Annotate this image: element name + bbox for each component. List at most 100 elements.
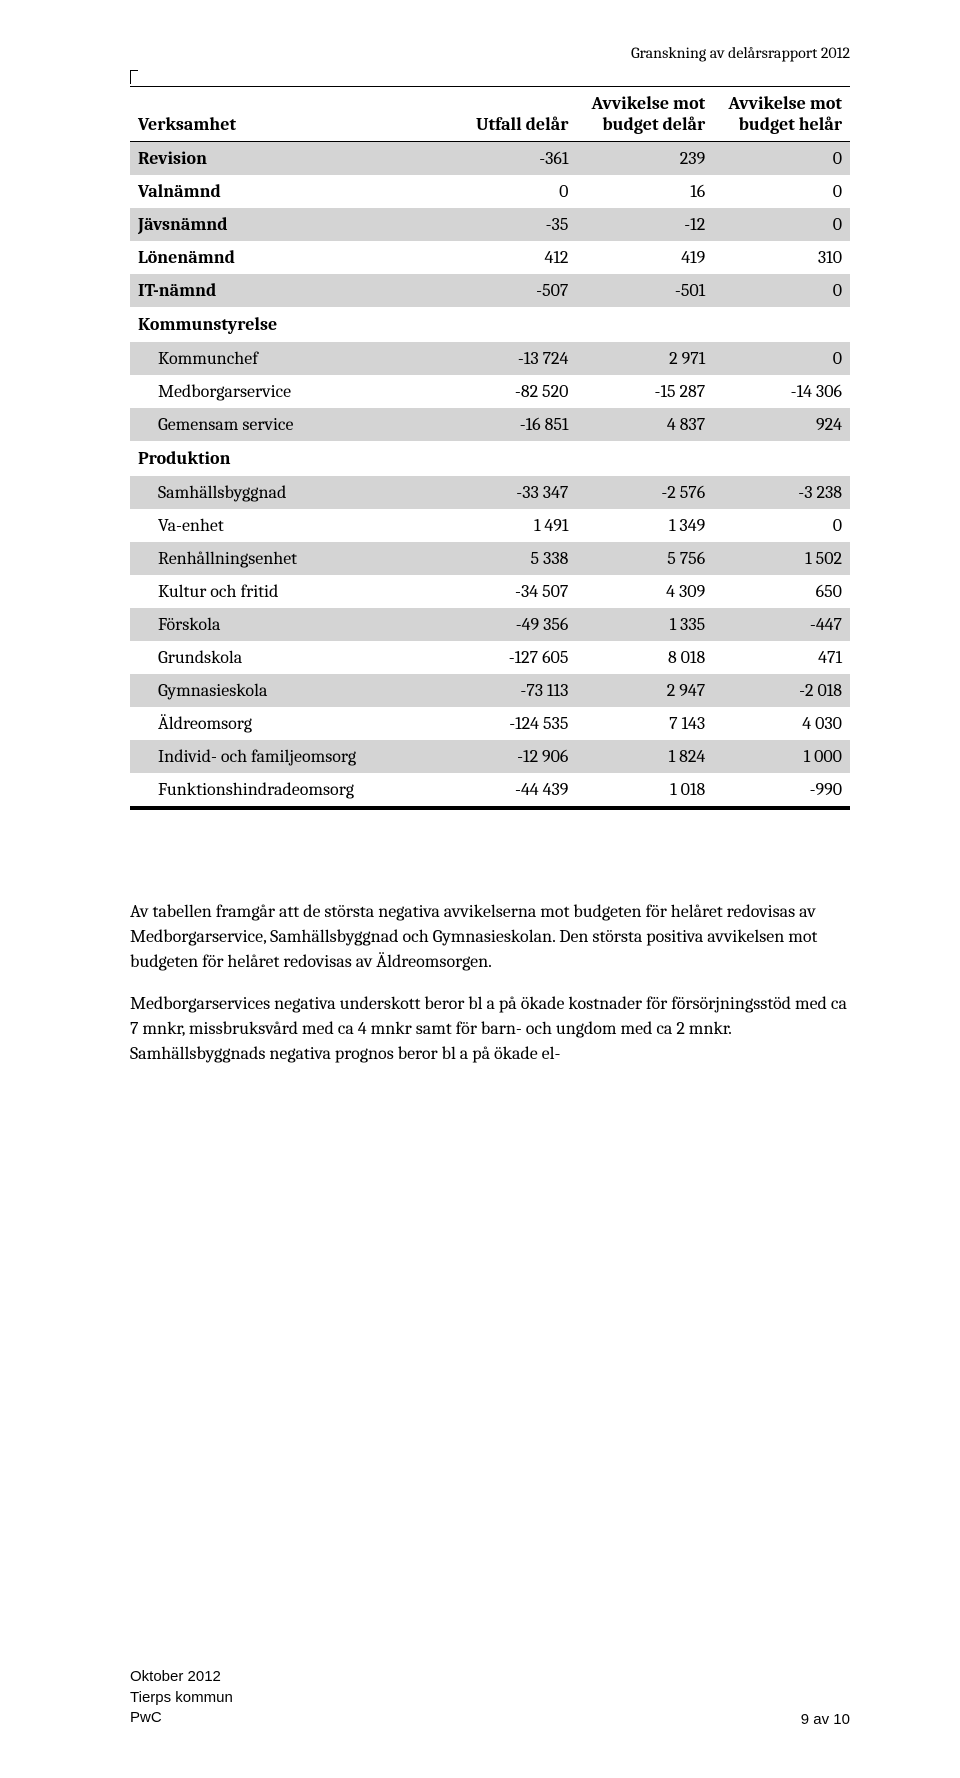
row-value: 1 018: [576, 773, 713, 808]
row-value: 412: [447, 241, 577, 274]
row-label: Individ- och familjeomsorg: [130, 740, 447, 773]
row-label: Va-enhet: [130, 509, 447, 542]
paragraph-2: Medborgarservices negativa underskott be…: [130, 992, 850, 1066]
row-label: Kommunstyrelse: [130, 307, 447, 342]
row-label: Gemensam service: [130, 408, 447, 441]
col-avvikelse-delar: Avvikelse mot budget delår: [576, 87, 713, 142]
table-row: Samhällsbyggnad -33 347 -2 576 -3 238: [130, 476, 850, 509]
row-value: -82 520: [447, 375, 577, 408]
financial-table: Verksamhet Utfall delår Avvikelse mot bu…: [130, 86, 850, 810]
table-header-row: Verksamhet Utfall delår Avvikelse mot bu…: [130, 87, 850, 142]
row-label: Samhällsbyggnad: [130, 476, 447, 509]
row-value: 1 000: [713, 740, 850, 773]
table-row: Valnämnd 0 16 0: [130, 175, 850, 208]
row-label: Medborgarservice: [130, 375, 447, 408]
row-value: 239: [576, 142, 713, 176]
footer-kommun: Tierps kommun: [130, 1688, 233, 1708]
row-label: Kommunchef: [130, 342, 447, 375]
table-row: Grundskola -127 605 8 018 471: [130, 641, 850, 674]
row-label: Grundskola: [130, 641, 447, 674]
row-value: -35: [447, 208, 577, 241]
row-value: 0: [713, 509, 850, 542]
row-value: 4 309: [576, 575, 713, 608]
row-value: 419: [576, 241, 713, 274]
row-value: [713, 307, 850, 342]
row-value: -15 287: [576, 375, 713, 408]
footer-page-number: 9 av 10: [801, 1711, 850, 1728]
row-value: -73 113: [447, 674, 577, 707]
row-value: 924: [713, 408, 850, 441]
col-utfall-delar: Utfall delår: [447, 87, 577, 142]
row-value: 0: [713, 175, 850, 208]
row-value: -44 439: [447, 773, 577, 808]
row-value: 1 335: [576, 608, 713, 641]
body-text: Av tabellen framgår att de största negat…: [130, 900, 850, 1067]
row-value: 2 971: [576, 342, 713, 375]
table-row: Kultur och fritid -34 507 4 309 650: [130, 575, 850, 608]
row-label: Gymnasieskola: [130, 674, 447, 707]
row-value: 2 947: [576, 674, 713, 707]
table-row: Lönenämnd 412 419 310: [130, 241, 850, 274]
row-label: Valnämnd: [130, 175, 447, 208]
row-value: 471: [713, 641, 850, 674]
col-verksamhet: Verksamhet: [130, 87, 447, 142]
row-value: -2 018: [713, 674, 850, 707]
row-value: -2 576: [576, 476, 713, 509]
footer-company: PwC: [130, 1708, 233, 1728]
header-right-text: Granskning av delårsrapport 2012: [130, 44, 850, 62]
row-value: [576, 441, 713, 476]
row-value: 1 349: [576, 509, 713, 542]
row-label: Renhållningsenhet: [130, 542, 447, 575]
table-row: Produktion: [130, 441, 850, 476]
row-value: -507: [447, 274, 577, 307]
row-value: -34 507: [447, 575, 577, 608]
paragraph-1: Av tabellen framgår att de största negat…: [130, 900, 850, 974]
row-label: Funktionshindradeomsorg: [130, 773, 447, 808]
row-label: Kultur och fritid: [130, 575, 447, 608]
row-value: [447, 441, 577, 476]
row-value: -501: [576, 274, 713, 307]
row-value: 16: [576, 175, 713, 208]
row-value: 650: [713, 575, 850, 608]
table-row: IT-nämnd -507 -501 0: [130, 274, 850, 307]
row-value: 8 018: [576, 641, 713, 674]
row-label: Förskola: [130, 608, 447, 641]
row-value: 4 837: [576, 408, 713, 441]
table-row: Äldreomsorg -124 535 7 143 4 030: [130, 707, 850, 740]
row-value: -124 535: [447, 707, 577, 740]
table-row: Kommunstyrelse: [130, 307, 850, 342]
row-value: 310: [713, 241, 850, 274]
row-value: 0: [713, 342, 850, 375]
row-label: Lönenämnd: [130, 241, 447, 274]
footer-left: Oktober 2012 Tierps kommun PwC: [130, 1667, 233, 1728]
row-value: -14 306: [713, 375, 850, 408]
row-value: -49 356: [447, 608, 577, 641]
table-row: Jävsnämnd -35 -12 0: [130, 208, 850, 241]
row-value: -127 605: [447, 641, 577, 674]
row-value: 7 143: [576, 707, 713, 740]
table-row: Gemensam service -16 851 4 837 924: [130, 408, 850, 441]
row-label: Produktion: [130, 441, 447, 476]
row-value: 1 491: [447, 509, 577, 542]
table-row: Kommunchef -13 724 2 971 0: [130, 342, 850, 375]
footer-date: Oktober 2012: [130, 1667, 233, 1687]
row-value: -447: [713, 608, 850, 641]
row-value: 0: [713, 274, 850, 307]
row-value: 4 030: [713, 707, 850, 740]
row-value: 0: [447, 175, 577, 208]
row-value: 1 502: [713, 542, 850, 575]
row-value: -12 906: [447, 740, 577, 773]
table-row: Medborgarservice -82 520 -15 287 -14 306: [130, 375, 850, 408]
row-label: Revision: [130, 142, 447, 176]
row-value: -12: [576, 208, 713, 241]
table-row: Individ- och familjeomsorg -12 906 1 824…: [130, 740, 850, 773]
row-label: Jävsnämnd: [130, 208, 447, 241]
row-label: IT-nämnd: [130, 274, 447, 307]
page: Granskning av delårsrapport 2012 Verksam…: [0, 0, 960, 1778]
row-value: -13 724: [447, 342, 577, 375]
page-footer: Oktober 2012 Tierps kommun PwC 9 av 10: [130, 1667, 850, 1728]
table-row: Förskola -49 356 1 335 -447: [130, 608, 850, 641]
tab-notch: [130, 70, 138, 84]
table-row: Revision -361 239 0: [130, 142, 850, 176]
row-value: 0: [713, 208, 850, 241]
